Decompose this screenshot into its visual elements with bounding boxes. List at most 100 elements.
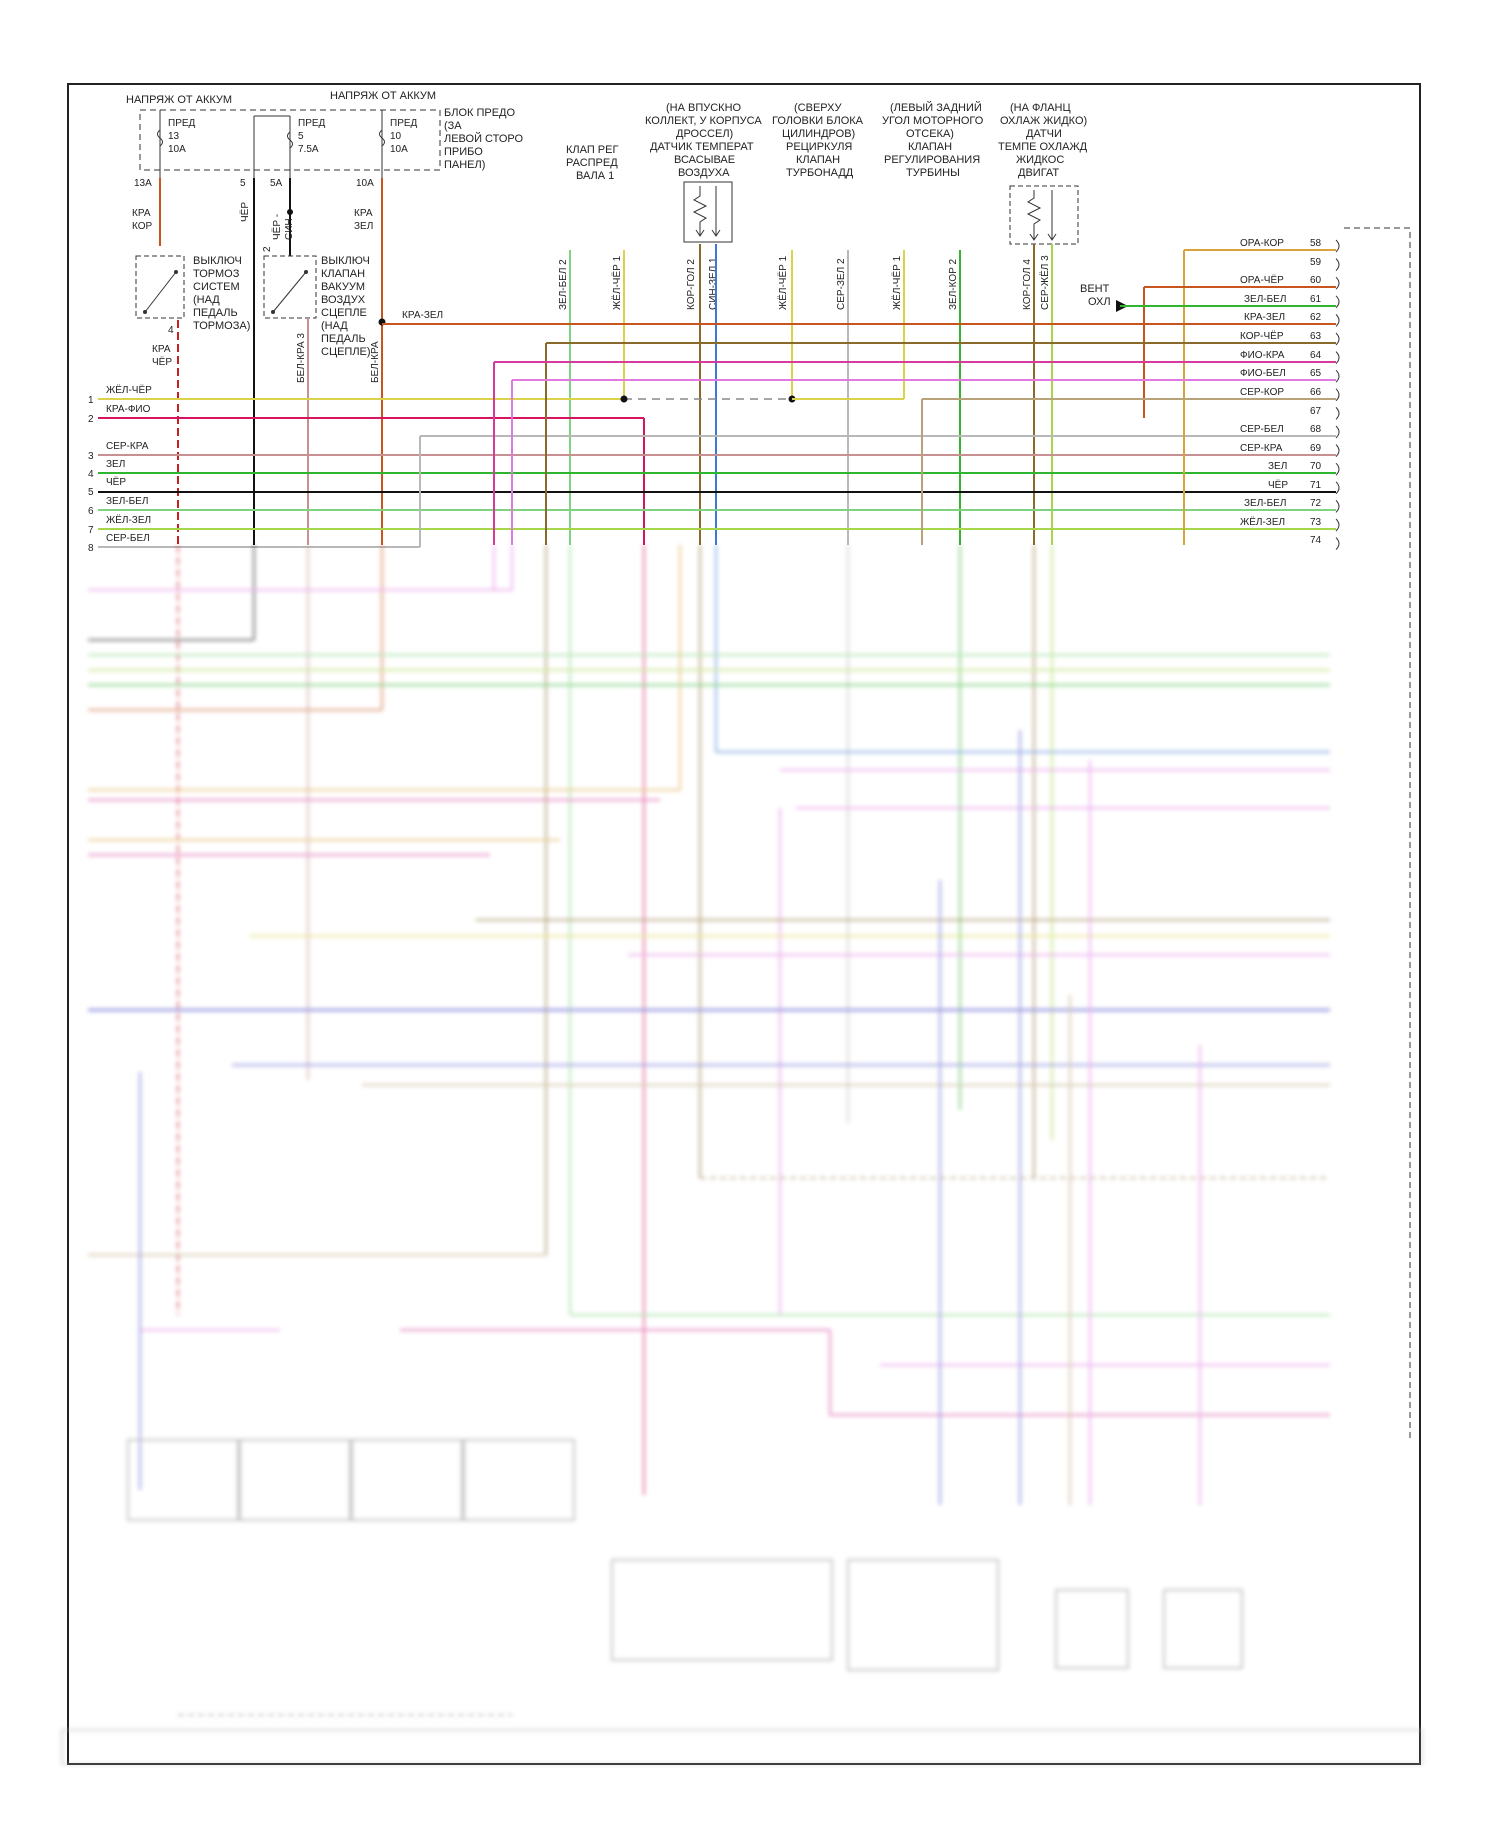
ecu-pin-arc (1335, 537, 1340, 550)
svg-text:10A: 10A (168, 144, 186, 155)
svg-text:60: 60 (1310, 275, 1322, 286)
fuse-10: ПРЕД 10 10A 10A (356, 110, 418, 189)
svg-text:ЖЁЛ-ЗЕЛ: ЖЁЛ-ЗЕЛ (1240, 516, 1285, 528)
svg-text:6: 6 (88, 506, 94, 517)
wire-tag-bel-kra-3: БЕЛ-КРА 3 (296, 333, 307, 383)
svg-text:73: 73 (1310, 517, 1322, 528)
svg-text:СИН-ЗЕЛ 1: СИН-ЗЕЛ 1 (708, 257, 719, 310)
svg-text:КЛАПАН: КЛАПАН (796, 154, 840, 166)
svg-text:ЦИЛИНДРОВ): ЦИЛИНДРОВ) (782, 128, 855, 140)
svg-text:ПРИБО: ПРИБО (444, 146, 483, 158)
svg-text:ВСАСЫВАЕ: ВСАСЫВАЕ (674, 154, 735, 166)
svg-text:СЕР-КОР: СЕР-КОР (1240, 387, 1284, 398)
svg-text:ВЫКЛЮЧ: ВЫКЛЮЧ (321, 255, 370, 267)
cooling-fan-label: ВЕНТ ОХЛ (1080, 283, 1128, 312)
svg-text:(СВЕРХУ: (СВЕРХУ (794, 102, 842, 114)
svg-text:(НА ВПУСКНО: (НА ВПУСКНО (666, 102, 742, 114)
svg-text:(ЗА: (ЗА (444, 120, 462, 132)
ecu-pin-arc (1335, 407, 1340, 420)
svg-text:ПАНЕЛ): ПАНЕЛ) (444, 159, 485, 171)
svg-text:ЖЁЛ-ЧЁР: ЖЁЛ-ЧЁР (106, 384, 152, 396)
horizontal-wires (98, 249, 1336, 548)
ecu-pin-arc (1335, 239, 1340, 253)
svg-text:ОРА-КОР: ОРА-КОР (1240, 238, 1284, 249)
svg-text:ВЕНТ: ВЕНТ (1080, 283, 1110, 295)
svg-text:(НАД: (НАД (193, 294, 220, 306)
svg-text:ДАТЧИ: ДАТЧИ (1026, 128, 1062, 140)
svg-text:ПРЕД: ПРЕД (298, 118, 326, 129)
svg-text:ТОРМОЗА): ТОРМОЗА) (193, 320, 250, 332)
svg-text:8: 8 (88, 543, 94, 554)
svg-text:ЗЕЛ: ЗЕЛ (354, 221, 373, 232)
wire-tag-cher-vertical: ЧЁР (239, 202, 251, 222)
svg-text:70: 70 (1310, 461, 1322, 472)
svg-text:СЕР-ЖЁЛ 3: СЕР-ЖЁЛ 3 (1039, 255, 1051, 310)
svg-text:61: 61 (1310, 294, 1322, 305)
svg-text:ПРЕД: ПРЕД (390, 118, 418, 129)
svg-text:7.5A: 7.5A (298, 144, 319, 155)
svg-text:СИН: СИН (284, 218, 295, 240)
ecu-pin-arc (1335, 314, 1340, 327)
svg-text:КОЛЛЕКТ, У КОРПУСА: КОЛЛЕКТ, У КОРПУСА (645, 115, 762, 127)
turbo-regulating-valve-label: (ЛЕВЫЙ ЗАДНИЙ УГОЛ МОТОРНОГО ОТСЕКА) КЛА… (882, 101, 984, 179)
svg-text:КОР-ГОЛ 2: КОР-ГОЛ 2 (686, 259, 697, 310)
svg-text:КЛАП РЕГ: КЛАП РЕГ (566, 144, 618, 156)
svg-text:РАСПРЕД: РАСПРЕД (566, 157, 618, 169)
svg-text:2: 2 (88, 414, 94, 425)
svg-text:СЕР-ЗЕЛ 2: СЕР-ЗЕЛ 2 (836, 258, 847, 310)
svg-text:ПЕДАЛЬ: ПЕДАЛЬ (193, 307, 238, 319)
wire-tag-kra-zel-h: КРА-ЗЕЛ (402, 310, 443, 321)
svg-text:13: 13 (168, 131, 180, 142)
svg-text:68: 68 (1310, 424, 1322, 435)
ecu-pin-arc (1335, 276, 1340, 290)
svg-text:ЗЕЛ: ЗЕЛ (1268, 461, 1287, 472)
svg-text:ЗЕЛ-БЕЛ: ЗЕЛ-БЕЛ (106, 496, 148, 507)
svg-text:(НА ФЛАНЦ: (НА ФЛАНЦ (1010, 102, 1071, 114)
svg-text:2: 2 (262, 246, 273, 252)
svg-text:71: 71 (1310, 480, 1322, 491)
ecu-pin-arc (1335, 351, 1340, 364)
svg-text:ЗЕЛ-КОР 2: ЗЕЛ-КОР 2 (948, 258, 959, 310)
fuse-block-label: БЛОК ПРЕДО (ЗА ЛЕВОЙ СТОРО ПРИБО ПАНЕЛ) (444, 107, 524, 171)
svg-text:СЕР-БЕЛ: СЕР-БЕЛ (106, 533, 150, 544)
svg-text:ЗЕЛ-БЕЛ: ЗЕЛ-БЕЛ (1244, 498, 1286, 509)
svg-text:ЛЕВОЙ СТОРО: ЛЕВОЙ СТОРО (444, 132, 524, 145)
svg-text:КОР-ГОЛ 4: КОР-ГОЛ 4 (1022, 259, 1033, 310)
clutch-switch: ВЫКЛЮЧ КЛАПАН ВАКУУМ ВОЗДУХ СЦЕПЛЕ (НАД … (263, 255, 371, 358)
svg-text:ЗЕЛ-БЕЛ 2: ЗЕЛ-БЕЛ 2 (558, 259, 569, 310)
svg-text:63: 63 (1310, 331, 1322, 342)
ecu-pin-arc (1335, 518, 1340, 532)
svg-text:КРА: КРА (354, 208, 373, 219)
left-connector-pins: 1 ЖЁЛ-ЧЁР 2 КРА-ФИО 3 СЕР-КРА 4 ЗЕЛ 5 ЧЁ… (88, 384, 152, 554)
svg-text:5: 5 (298, 131, 304, 142)
right-connector-pins: ОРА-КОР 58 59 ОРА-ЧЁР 60 ЗЕЛ-БЕЛ 61 КРА-… (1240, 238, 1322, 546)
diagram-frame (67, 83, 1421, 1765)
svg-text:ВЫКЛЮЧ: ВЫКЛЮЧ (193, 255, 242, 267)
svg-text:СЦЕПЛЕ: СЦЕПЛЕ (321, 307, 367, 319)
svg-text:(ЛЕВЫЙ ЗАДНИЙ: (ЛЕВЫЙ ЗАДНИЙ (890, 101, 982, 114)
svg-text:4: 4 (88, 469, 94, 480)
svg-text:62: 62 (1310, 312, 1322, 323)
svg-text:КОР-ЧЁР: КОР-ЧЁР (1240, 330, 1284, 342)
svg-text:13A: 13A (134, 178, 152, 189)
svg-text:СЕР-КРА: СЕР-КРА (106, 441, 149, 452)
svg-text:ДАТЧИК ТЕМПЕРАТ: ДАТЧИК ТЕМПЕРАТ (650, 141, 754, 153)
ecu-pin-arc (1335, 444, 1340, 457)
svg-text:ЖИДКОС: ЖИДКОС (1016, 154, 1064, 166)
ecu-pin-arc (1335, 295, 1340, 309)
coolant-temp-sensor-label: (НА ФЛАНЦ ОХЛАЖ ЖИДКО) ДАТЧИ ТЕМПЕ ОХЛАЖ… (998, 102, 1088, 179)
svg-text:ВОЗДУХ: ВОЗДУХ (321, 294, 366, 306)
svg-text:ВАКУУМ: ВАКУУМ (321, 281, 365, 293)
svg-text:10: 10 (390, 131, 402, 142)
svg-text:ЖЁЛ-ЧЁР 1: ЖЁЛ-ЧЁР 1 (611, 255, 623, 310)
svg-text:ЧЁР: ЧЁР (1268, 479, 1288, 491)
svg-text:ОХЛ: ОХЛ (1088, 296, 1111, 308)
svg-text:ОХЛАЖ ЖИДКО): ОХЛАЖ ЖИДКО) (1000, 115, 1087, 127)
ecu-outline (1344, 227, 1411, 1440)
svg-text:БЛОК ПРЕДО: БЛОК ПРЕДО (444, 107, 515, 119)
fuse-13: ПРЕД 13 10A 13A (134, 110, 196, 189)
ecu-pin-arc (1335, 369, 1340, 383)
svg-text:КРА: КРА (152, 344, 171, 355)
brake-switch: ВЫКЛЮЧ ТОРМОЗ СИСТЕМ (НАД ПЕДАЛЬ ТОРМОЗА… (135, 255, 250, 336)
svg-text:67: 67 (1310, 406, 1322, 417)
